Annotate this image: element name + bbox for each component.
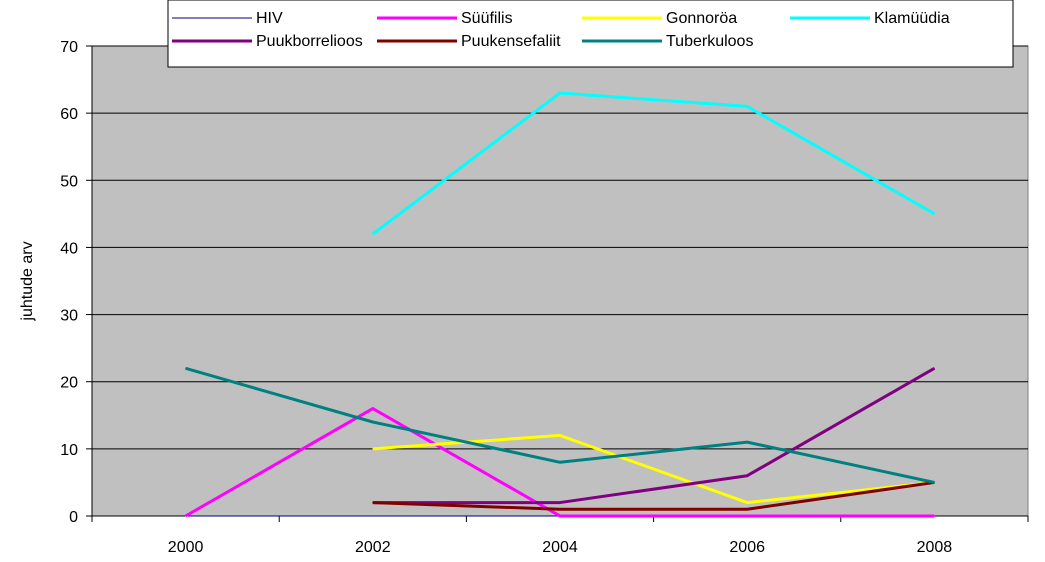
- data-point: [559, 515, 561, 517]
- data-point: [746, 475, 748, 477]
- y-axis-label: juhtude arv: [19, 241, 36, 321]
- x-tick-label: 2008: [917, 539, 953, 556]
- y-tick-label: 10: [60, 442, 78, 459]
- data-point: [372, 421, 374, 423]
- x-tick-label: 2006: [729, 539, 765, 556]
- data-point: [933, 367, 935, 369]
- legend-label: Klamüüdia: [874, 10, 950, 27]
- plot-area: [91, 45, 1029, 517]
- data-point: [559, 92, 561, 94]
- legend-label: Süüfilis: [461, 10, 513, 27]
- data-point: [746, 105, 748, 107]
- data-point: [559, 461, 561, 463]
- y-tick-label: 60: [60, 106, 78, 123]
- y-tick-label: 30: [60, 308, 78, 325]
- series-lines: [184, 91, 936, 518]
- x-axis-ticks: 2000 2002 2004 2006 2008: [91, 516, 1029, 556]
- data-point: [746, 508, 748, 510]
- legend-label: Tuberkuloos: [666, 33, 753, 50]
- data-point: [746, 502, 748, 504]
- series-line-3: [371, 91, 936, 236]
- data-point: [559, 434, 561, 436]
- data-point: [372, 515, 374, 517]
- data-point: [559, 502, 561, 504]
- data-point: [559, 508, 561, 510]
- legend-label: Puukensefaliit: [461, 33, 561, 50]
- x-tick-label: 2000: [168, 539, 204, 556]
- data-point: [372, 233, 374, 235]
- y-tick-label: 20: [60, 375, 78, 392]
- data-point: [746, 441, 748, 443]
- data-point: [372, 448, 374, 450]
- series-line-4: [372, 366, 936, 505]
- data-point: [746, 515, 748, 517]
- y-tick-label: 40: [60, 240, 78, 257]
- x-tick-label: 2004: [542, 539, 578, 556]
- data-point: [933, 515, 935, 517]
- legend-label: HIV: [256, 10, 283, 27]
- y-tick-label: 0: [69, 509, 78, 526]
- data-point: [933, 213, 935, 215]
- data-point: [372, 408, 374, 410]
- y-tick-label: 50: [60, 173, 78, 190]
- legend-label: Gonnoröa: [666, 10, 737, 27]
- legend-items: HIV Süüfilis Gonnoröa Klamüüdia Puukborrelio…: [172, 10, 950, 50]
- data-point: [185, 367, 187, 369]
- legend: [167, 0, 1014, 68]
- data-point: [185, 515, 187, 517]
- data-point: [372, 502, 374, 504]
- series-line-5: [372, 480, 935, 511]
- x-tick-label: 2002: [355, 539, 391, 556]
- legend-label: Puukborrelioos: [256, 33, 363, 50]
- data-point: [933, 481, 935, 483]
- y-tick-label: 70: [60, 39, 78, 56]
